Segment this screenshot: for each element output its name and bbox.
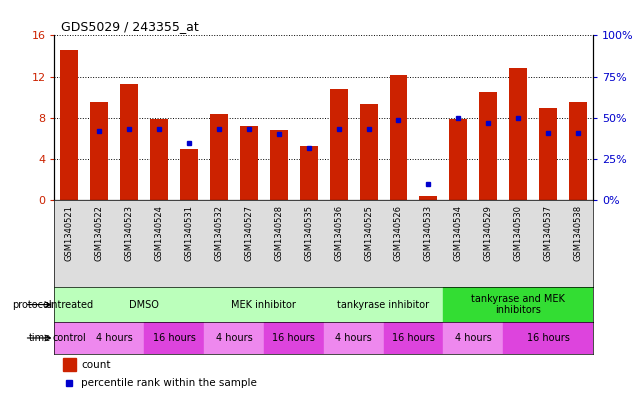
Text: GSM1340527: GSM1340527 <box>244 205 253 261</box>
Text: GSM1340523: GSM1340523 <box>125 205 134 261</box>
Text: GSM1340537: GSM1340537 <box>544 205 553 261</box>
Text: GSM1340531: GSM1340531 <box>185 205 194 261</box>
Text: 16 hours: 16 hours <box>272 333 315 343</box>
Bar <box>383 200 413 287</box>
Text: GSM1340524: GSM1340524 <box>154 205 163 261</box>
Text: 4 hours: 4 hours <box>96 333 133 343</box>
Text: percentile rank within the sample: percentile rank within the sample <box>81 378 257 388</box>
Text: count: count <box>81 360 111 370</box>
Bar <box>60 50 78 200</box>
Text: GSM1340521: GSM1340521 <box>65 205 74 261</box>
Text: 16 hours: 16 hours <box>527 333 569 343</box>
Text: untreated: untreated <box>46 299 94 310</box>
Bar <box>360 105 378 200</box>
Bar <box>174 200 204 287</box>
Text: GSM1340522: GSM1340522 <box>95 205 104 261</box>
Bar <box>444 287 593 322</box>
Text: GDS5029 / 243355_at: GDS5029 / 243355_at <box>61 20 199 33</box>
Text: time: time <box>29 333 51 343</box>
Bar <box>85 322 144 354</box>
Bar <box>419 196 437 200</box>
Bar <box>533 200 563 287</box>
Bar <box>390 75 408 200</box>
Text: GSM1340529: GSM1340529 <box>484 205 493 261</box>
Text: GSM1340534: GSM1340534 <box>454 205 463 261</box>
Bar <box>324 200 354 287</box>
Bar <box>204 322 264 354</box>
Bar <box>444 322 503 354</box>
Text: GSM1340533: GSM1340533 <box>424 205 433 261</box>
Bar <box>54 200 85 287</box>
Text: MEK inhibitor: MEK inhibitor <box>231 299 296 310</box>
Text: protocol: protocol <box>12 299 51 310</box>
Bar <box>144 322 204 354</box>
Bar <box>413 200 444 287</box>
Bar <box>503 200 533 287</box>
Bar <box>503 322 593 354</box>
Bar <box>204 200 234 287</box>
Text: 4 hours: 4 hours <box>215 333 253 343</box>
Bar <box>300 146 318 200</box>
Bar <box>121 84 138 200</box>
Bar <box>54 322 85 354</box>
Bar <box>270 130 288 200</box>
Bar <box>114 200 144 287</box>
Text: DMSO: DMSO <box>129 299 159 310</box>
Bar <box>180 149 198 200</box>
Bar <box>150 119 168 200</box>
Bar <box>449 119 467 200</box>
Bar <box>444 200 473 287</box>
Bar <box>204 287 324 322</box>
Text: 4 hours: 4 hours <box>335 333 372 343</box>
Bar <box>210 114 228 200</box>
Bar <box>509 68 527 200</box>
Text: 16 hours: 16 hours <box>392 333 435 343</box>
Text: GSM1340528: GSM1340528 <box>274 205 283 261</box>
Bar <box>85 200 114 287</box>
Bar <box>479 92 497 200</box>
Bar <box>324 322 383 354</box>
Bar <box>240 126 258 200</box>
Text: GSM1340526: GSM1340526 <box>394 205 403 261</box>
Bar <box>569 103 587 200</box>
Text: GSM1340535: GSM1340535 <box>304 205 313 261</box>
Text: control: control <box>53 333 87 343</box>
Text: GSM1340532: GSM1340532 <box>215 205 224 261</box>
Text: 16 hours: 16 hours <box>153 333 196 343</box>
Text: 4 hours: 4 hours <box>455 333 492 343</box>
Text: GSM1340536: GSM1340536 <box>334 205 343 261</box>
Bar <box>294 200 324 287</box>
Bar <box>63 358 76 371</box>
Text: GSM1340525: GSM1340525 <box>364 205 373 261</box>
Bar <box>324 287 444 322</box>
Bar <box>144 200 174 287</box>
Text: GSM1340538: GSM1340538 <box>574 205 583 261</box>
Bar <box>90 103 108 200</box>
Bar <box>234 200 264 287</box>
Bar <box>264 322 324 354</box>
Bar <box>329 89 347 200</box>
Bar <box>354 200 383 287</box>
Bar <box>563 200 593 287</box>
Bar <box>54 287 85 322</box>
Bar <box>539 108 557 200</box>
Text: tankyrase inhibitor: tankyrase inhibitor <box>337 299 429 310</box>
Bar <box>264 200 294 287</box>
Text: GSM1340530: GSM1340530 <box>513 205 522 261</box>
Text: tankyrase and MEK
inhibitors: tankyrase and MEK inhibitors <box>471 294 565 315</box>
Bar <box>383 322 444 354</box>
Bar <box>473 200 503 287</box>
Bar <box>85 287 204 322</box>
